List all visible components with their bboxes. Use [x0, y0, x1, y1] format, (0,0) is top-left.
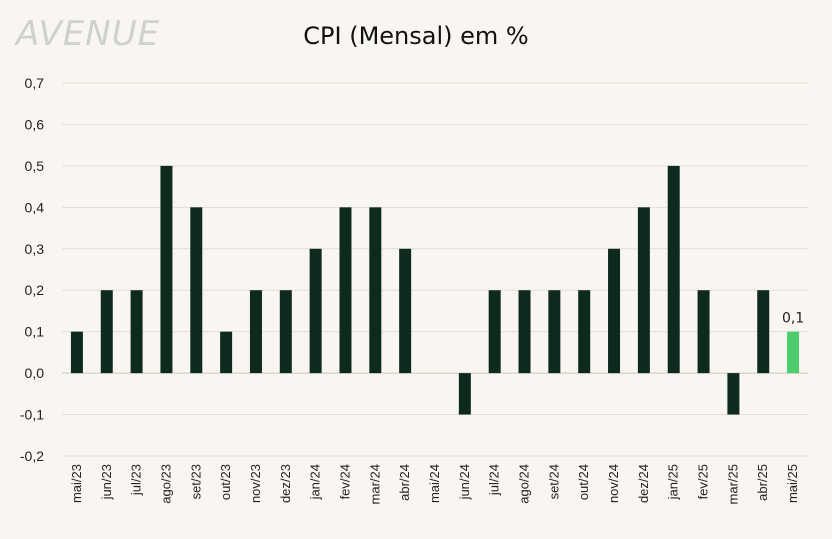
bar-out-24: [578, 290, 591, 374]
x-tick-label: jun/24: [457, 464, 472, 500]
bar-mar-24: [369, 207, 382, 374]
data-labels: 0,1: [782, 311, 804, 327]
gridlines: [62, 82, 808, 457]
bar-set-23: [190, 207, 203, 374]
bar-jun-23: [100, 290, 113, 374]
bar-mai-25: [787, 331, 800, 374]
x-tick-label: dez/23: [278, 464, 293, 503]
avenue-logo: AVENUE: [16, 14, 161, 54]
y-tick-label: 0,1: [25, 324, 45, 340]
x-tick-label: mai/25: [785, 464, 800, 503]
x-tick-label: fev/25: [696, 464, 711, 499]
bar-jul-24: [488, 290, 501, 374]
y-tick-label: 0,4: [25, 199, 45, 215]
x-tick-label: jul/24: [487, 464, 502, 496]
y-tick-label: 0,3: [25, 241, 45, 257]
y-tick-label: 0,6: [25, 116, 45, 132]
x-tick-label: mar/24: [367, 464, 382, 504]
bar-jul-23: [130, 290, 143, 374]
bar-fev-24: [339, 207, 352, 374]
bars: [70, 165, 800, 415]
x-tick-label: nov/24: [606, 464, 621, 503]
x-tick-label: nov/23: [248, 464, 263, 503]
x-tick-label: jul/23: [129, 464, 144, 496]
bar-set-24: [548, 290, 561, 374]
x-tick-label: jan/24: [308, 464, 323, 500]
x-tick-label: ago/23: [158, 464, 173, 504]
x-tick-label: set/23: [188, 464, 203, 499]
x-tick-label: jun/23: [99, 464, 114, 500]
x-axis: mai/23 jun/23 jul/23 ago/23 set/23 out/23 nov/…: [69, 464, 800, 504]
bar-mai-23: [70, 331, 83, 374]
x-tick-label: set/24: [546, 464, 561, 499]
bar-dez-23: [279, 290, 292, 374]
x-tick-label: dez/24: [636, 464, 651, 503]
y-tick-label: 0,2: [25, 282, 45, 298]
x-tick-label: out/24: [576, 464, 591, 500]
x-tick-label: mai/24: [427, 464, 442, 503]
bar-fev-25: [697, 290, 710, 374]
x-tick-label: abr/25: [755, 464, 770, 501]
y-axis: 0,7 0,6 0,5 0,4 0,3 0,2 0,1 0,0 -0,1 -0,2: [20, 75, 44, 464]
y-tick-label: -0,2: [20, 448, 44, 464]
bar-mar-25: [727, 373, 740, 415]
bar-abr-24: [399, 248, 412, 374]
chart-title: CPI (Mensal) em %: [303, 22, 529, 50]
data-label: 0,1: [782, 311, 804, 327]
x-tick-label: ago/24: [517, 464, 532, 504]
bar-ago-24: [518, 290, 531, 374]
y-tick-label: -0,1: [20, 407, 44, 423]
x-tick-label: abr/24: [397, 464, 412, 501]
bar-nov-24: [608, 248, 621, 374]
bar-nov-23: [249, 290, 262, 374]
bar-out-23: [220, 331, 233, 374]
bar-ago-23: [160, 165, 173, 374]
bar-jun-24: [458, 373, 471, 415]
x-tick-label: mar/25: [725, 464, 740, 504]
x-tick-label: out/23: [218, 464, 233, 500]
bar-jan-24: [309, 248, 322, 374]
bar-jan-25: [667, 165, 680, 374]
x-tick-label: mai/23: [69, 464, 84, 503]
bar-abr-25: [757, 290, 770, 374]
y-tick-label: 0,7: [25, 75, 45, 91]
x-tick-label: fev/24: [337, 464, 352, 499]
y-tick-label: 0,5: [25, 158, 45, 174]
bar-dez-24: [637, 207, 650, 374]
x-tick-label: jan/25: [666, 464, 681, 500]
y-tick-label: 0,0: [25, 365, 45, 381]
